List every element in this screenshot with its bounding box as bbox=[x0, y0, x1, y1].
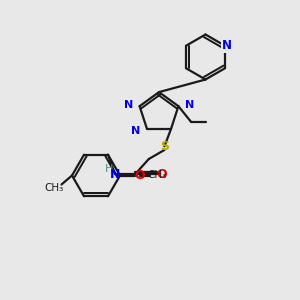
Text: CH₃: CH₃ bbox=[44, 183, 64, 193]
Text: N: N bbox=[185, 100, 194, 110]
Text: N: N bbox=[131, 125, 140, 136]
Text: H: H bbox=[105, 164, 113, 174]
Text: N: N bbox=[124, 100, 133, 110]
Text: N: N bbox=[110, 167, 120, 181]
Text: O: O bbox=[156, 167, 167, 181]
Text: S: S bbox=[160, 140, 169, 153]
Text: N: N bbox=[221, 39, 232, 52]
Text: CH₃: CH₃ bbox=[147, 170, 166, 181]
Text: O: O bbox=[134, 169, 145, 182]
